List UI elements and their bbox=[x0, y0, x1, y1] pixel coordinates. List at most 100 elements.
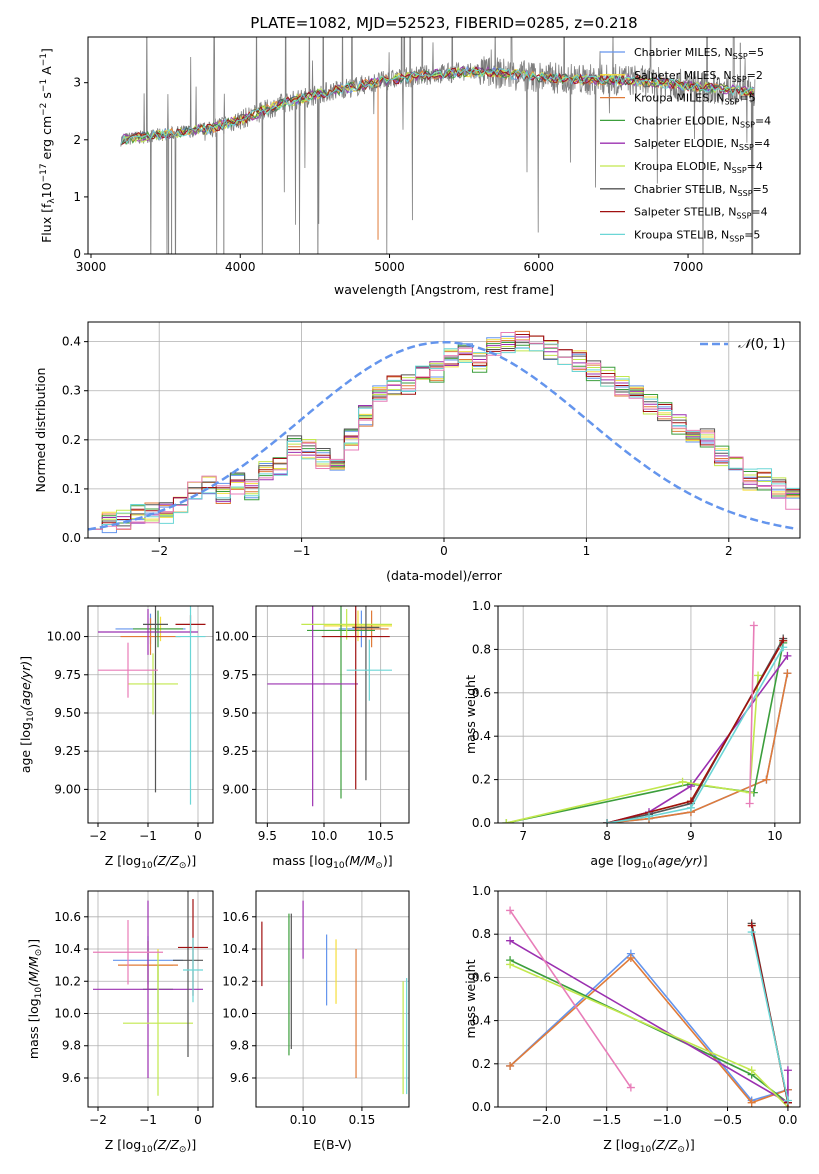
y-axis-label: Normed distribution bbox=[33, 368, 48, 493]
label-part: −2 bbox=[39, 103, 49, 116]
label-part: )] bbox=[685, 1137, 695, 1152]
label-part: SSP bbox=[740, 120, 755, 129]
mass-weight-line bbox=[506, 675, 759, 823]
age-vs-mass-panel: 9.5 10.0 10.5 9.00 9.25 9.50 9.75 10.00 mass [lo… bbox=[215, 605, 410, 871]
label-part: ⊙ bbox=[34, 949, 44, 957]
x-axis-label: E(B-V) bbox=[313, 1137, 352, 1152]
plus-marker bbox=[506, 936, 515, 945]
axes-frame bbox=[497, 605, 801, 824]
y-tick-label: 0.0 bbox=[62, 531, 81, 545]
label-part: Chabrier STELIB, N bbox=[634, 183, 738, 196]
y-tick-label: 10.00 bbox=[47, 630, 81, 644]
label-part: 10 bbox=[39, 182, 54, 198]
mass-weight-line bbox=[509, 940, 789, 1105]
plus-marker bbox=[762, 775, 771, 784]
label-part: Z [log bbox=[603, 1137, 639, 1152]
model-spectrum-line bbox=[120, 66, 754, 146]
plus-marker bbox=[506, 960, 515, 969]
legend-entry: Kroupa MILES, NSSP=5 bbox=[634, 92, 756, 107]
plus-marker bbox=[779, 643, 788, 652]
y-tick-label: 0.4 bbox=[62, 335, 81, 349]
label-part: Salpeter MILES, N bbox=[634, 69, 732, 82]
y-tick-label: 10.0 bbox=[222, 1007, 249, 1021]
label-part: ] bbox=[18, 656, 33, 661]
plus-marker bbox=[645, 812, 653, 821]
plot-area bbox=[267, 606, 392, 807]
plot-area bbox=[502, 621, 792, 823]
plus-marker bbox=[626, 1083, 635, 1092]
plot-area bbox=[261, 900, 408, 1095]
model-spectrum-line bbox=[120, 67, 754, 146]
y-tick-label: 0.6 bbox=[472, 686, 491, 700]
axes-frame bbox=[87, 890, 214, 1108]
label-part: ⊙ bbox=[375, 861, 383, 871]
y-tick-label: 10.00 bbox=[215, 630, 249, 644]
label-part: =4 bbox=[754, 137, 770, 150]
label-part: )] bbox=[186, 853, 196, 868]
mass-weight-line bbox=[748, 625, 755, 804]
normal-curve bbox=[88, 340, 798, 531]
y-tick-label: 9.75 bbox=[222, 668, 249, 682]
x-tick-label: −2 bbox=[89, 1113, 107, 1127]
y-tick-label: 9.50 bbox=[54, 706, 81, 720]
y-tick-label: 9.25 bbox=[222, 744, 249, 758]
label-part: λ bbox=[47, 198, 57, 204]
y-axis-label: mass weight bbox=[463, 959, 478, 1038]
mass-vs-extinction-panel: 0.10 0.15 9.6 9.8 10.0 10.2 10.4 10.6 E(B-V) bbox=[222, 890, 410, 1152]
mass-weight-vs-age-panel: 7 8 9 10 0.0 0.2 0.4 0.6 0.8 1.0 mass weight age [l… bbox=[463, 599, 801, 871]
legend-entry: Kroupa ELODIE, NSSP=4 bbox=[634, 160, 763, 175]
x-tick-label: 10 bbox=[767, 829, 782, 843]
y-tick-label: 0.2 bbox=[472, 773, 491, 787]
label-part: Chabrier MILES, N bbox=[634, 46, 733, 59]
label-part: Salpeter STELIB, N bbox=[634, 206, 736, 219]
x-tick-label: −1.0 bbox=[653, 1113, 682, 1127]
plus-marker bbox=[783, 651, 792, 660]
residual-histogram-panel: −2 −1 0 1 2 0.0 0.1 0.2 0.3 0.4 (data-model)/error… bbox=[33, 321, 801, 583]
label-part: s bbox=[39, 92, 54, 103]
mass-weight-line bbox=[509, 909, 632, 1089]
label-part: SSP bbox=[732, 75, 747, 84]
plus-marker bbox=[506, 906, 515, 915]
label-part: 10 bbox=[34, 987, 44, 999]
y-tick-label: 9.6 bbox=[62, 1071, 81, 1085]
label-part: =4 bbox=[747, 160, 763, 173]
label-part: SSP bbox=[724, 98, 739, 107]
label-part: erg cm bbox=[39, 116, 54, 164]
mass-weight-line bbox=[607, 673, 789, 823]
y-tick-label: 10.0 bbox=[54, 1007, 81, 1021]
label-part: age [log bbox=[18, 722, 33, 773]
plot-area bbox=[98, 606, 206, 805]
plot-area bbox=[93, 891, 208, 1096]
y-tick-label: 3 bbox=[73, 76, 81, 90]
axes-frame bbox=[87, 36, 801, 255]
x-axis-label: Z [log10(Z/Z⊙)] bbox=[105, 853, 196, 871]
label-part: Z [log bbox=[105, 853, 141, 868]
x-tick-label: 1 bbox=[583, 544, 591, 558]
label-part: ] bbox=[39, 48, 54, 53]
legend-entry: Salpeter STELIB, NSSP=4 bbox=[634, 206, 768, 221]
label-part: (M/M bbox=[345, 853, 376, 868]
y-tick-label: 1.0 bbox=[472, 884, 491, 898]
y-tick-label: 1 bbox=[73, 190, 81, 204]
y-tick-label: 9.50 bbox=[222, 706, 249, 720]
label-part: SSP bbox=[732, 166, 747, 175]
axes-frame bbox=[255, 605, 410, 824]
chart-title: PLATE=1082, MJD=52523, FIBERID=0285, z=0… bbox=[250, 14, 637, 32]
y-tick-label: 10.2 bbox=[222, 974, 249, 988]
x-tick-label: 5000 bbox=[374, 260, 405, 274]
x-axis-label: (data-model)/error bbox=[386, 568, 503, 583]
x-tick-label: 10.5 bbox=[367, 829, 394, 843]
label-part: SSP bbox=[729, 234, 744, 243]
label-part: A bbox=[39, 66, 54, 79]
plus-marker bbox=[754, 671, 763, 680]
y-tick-label: 10.6 bbox=[54, 910, 81, 924]
x-axis-label: Z [log10(Z/Z⊙)] bbox=[603, 1137, 694, 1155]
axes-frame bbox=[87, 321, 801, 539]
label-part: (Z/Z bbox=[651, 1137, 678, 1152]
label-part: Flux [f bbox=[39, 203, 54, 243]
x-tick-label: 0 bbox=[194, 1113, 202, 1127]
y-tick-label: 0.8 bbox=[472, 642, 491, 656]
